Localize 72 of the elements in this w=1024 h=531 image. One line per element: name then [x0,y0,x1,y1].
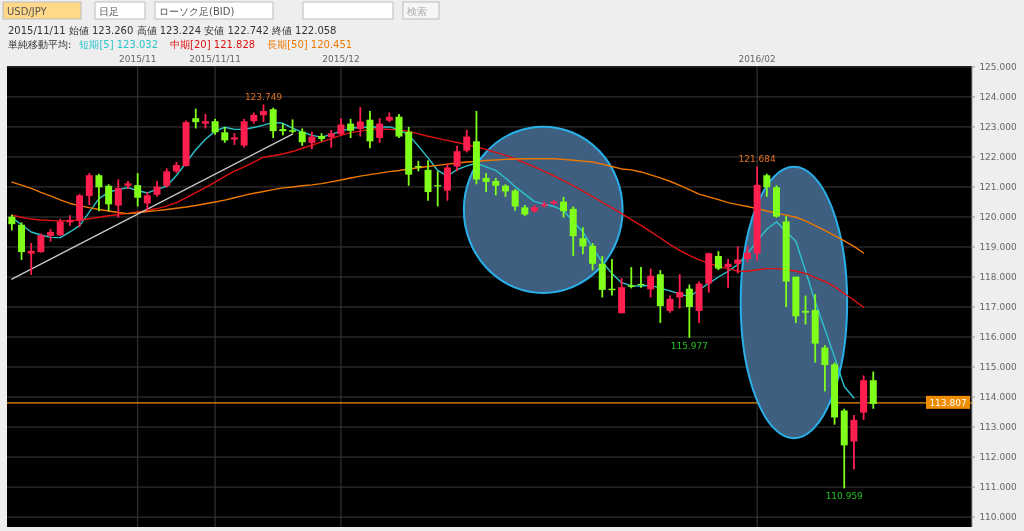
candlestick [511,188,519,212]
text: 長期[50] 120.451 [267,39,353,50]
control: 検索 [402,1,440,20]
candlestick [27,242,35,276]
candlestick [95,172,103,213]
candlestick [37,232,45,254]
candlestick [85,172,93,206]
y-tick-label: 121.000 [979,181,1017,192]
candlestick [763,172,771,198]
y-tick-label: 120.000 [979,211,1017,222]
candlestick [114,178,122,219]
chart-title: USD/JPY [7,6,48,17]
candlestick [714,250,722,271]
y-tick-label: 125.000 [979,61,1017,72]
control: ローソク足(BID) [154,1,274,20]
candlestick [143,191,151,213]
y-tick-label: 123.000 [979,121,1017,132]
candlestick [443,162,451,202]
candlestick [269,106,277,139]
candlestick [482,172,490,193]
x-tick-label: 2015/12 [322,54,360,64]
candlestick [821,344,829,393]
x-tick-label: 2016/02 [738,54,776,64]
candlestick [676,273,684,310]
y-tick-label: 111.000 [979,482,1017,493]
x-tick-label: 2015/11/11 [189,54,242,64]
text: 短期[5] 123.032 [79,39,159,50]
y-tick-label: 119.000 [979,241,1017,252]
candlestick [424,159,432,202]
annotation: 123.749 [244,92,283,103]
candlestick [105,183,113,213]
candlestick [163,167,171,189]
y-tick-label: 117.000 [979,302,1017,312]
candlestick [366,110,374,150]
y-tick-label: 110.000 [979,512,1017,523]
candlestick [560,195,568,219]
y-tick-label: 112.000 [979,452,1017,463]
candlestick [647,267,655,299]
candlestick [734,245,742,275]
y-tick-label: 113.000 [979,422,1017,433]
candlestick [724,258,732,289]
ref-line-label: 113.807 [929,397,967,408]
x-tick-label: 2015/11 [118,54,157,64]
annotation: 115.977 [670,340,708,351]
candlestick [869,370,877,410]
candlestick [376,117,384,144]
y-tick-label: 124.000 [979,91,1017,102]
candlestick [685,283,693,339]
candlestick [453,144,461,173]
text: 単純移動平均: [8,39,72,50]
annotation: 121.684 [738,154,777,165]
control: USD/JPY [2,1,82,20]
y-tick-label: 114.000 [979,392,1017,403]
control: 日足 [94,1,146,20]
y-tick-label: 116.000 [979,332,1017,343]
candlestick [589,242,597,272]
y-tick-label: 115.000 [979,362,1017,373]
candlestick [134,172,142,208]
text: 2015/11/11 始値 123.260 高値 123.224 安値 122.742 終値 122.058 [8,25,337,36]
candlestick [192,107,200,130]
candlestick [463,129,471,154]
candlestick [802,294,809,326]
y-tick-label: 122.000 [979,151,1017,162]
candlestick [627,266,635,290]
annotation: 110.959 [825,491,864,502]
candlestick [347,117,355,139]
y-tick-label: 118.000 [979,271,1017,282]
text: 中期[20] 121.828 [170,39,256,50]
candlestick [356,106,364,138]
chart-subtitle: 日足 [99,6,119,17]
candlestick [850,414,858,471]
candlestick [579,226,587,256]
